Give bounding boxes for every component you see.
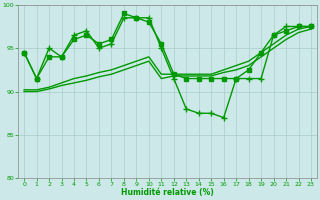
- X-axis label: Humidité relative (%): Humidité relative (%): [121, 188, 214, 197]
